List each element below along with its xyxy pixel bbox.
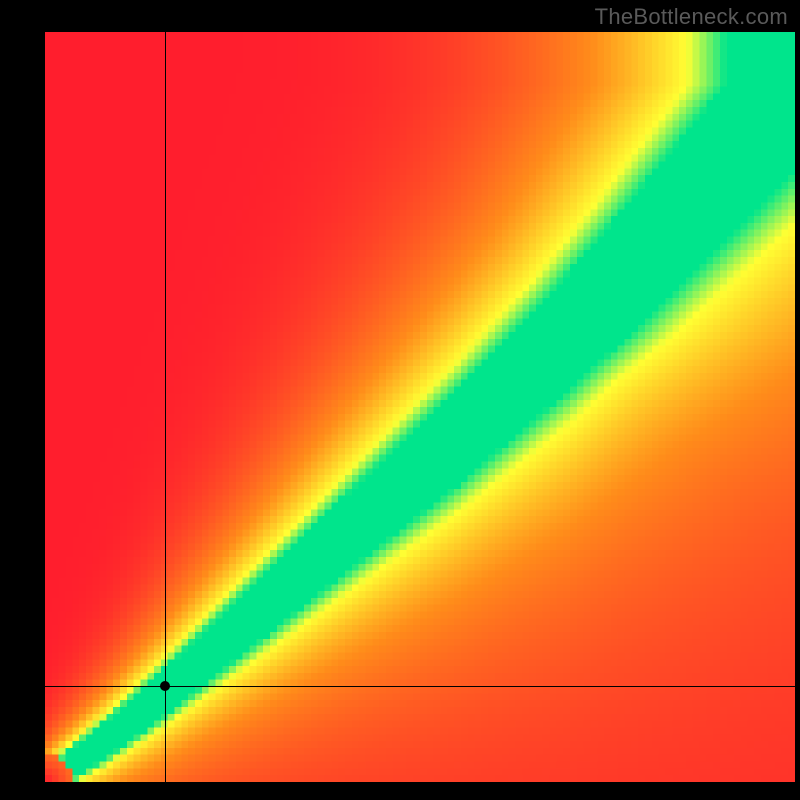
watermark-text: TheBottleneck.com: [595, 4, 788, 30]
heatmap-canvas: [45, 32, 795, 782]
heatmap-plot: [45, 32, 795, 782]
crosshair-vertical-line: [165, 32, 166, 782]
crosshair-dot: [160, 681, 170, 691]
crosshair-horizontal-line: [45, 686, 795, 687]
